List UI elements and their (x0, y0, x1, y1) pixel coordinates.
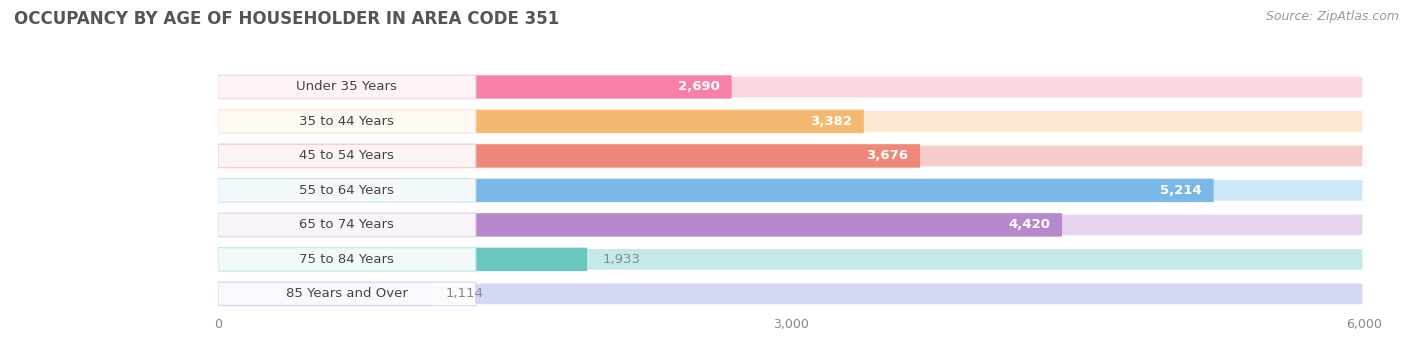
Text: 75 to 84 Years: 75 to 84 Years (299, 253, 394, 266)
FancyBboxPatch shape (218, 75, 731, 99)
Text: 4,420: 4,420 (1008, 218, 1050, 232)
FancyBboxPatch shape (218, 144, 1364, 168)
Text: 5,214: 5,214 (1160, 184, 1202, 197)
Text: 65 to 74 Years: 65 to 74 Years (299, 218, 394, 232)
FancyBboxPatch shape (218, 213, 475, 237)
FancyBboxPatch shape (218, 75, 1364, 99)
FancyBboxPatch shape (218, 213, 1364, 237)
FancyBboxPatch shape (218, 282, 475, 306)
Text: 3,676: 3,676 (866, 149, 908, 163)
FancyBboxPatch shape (218, 179, 1213, 202)
Text: 85 Years and Over: 85 Years and Over (285, 287, 408, 300)
FancyBboxPatch shape (218, 75, 475, 99)
FancyBboxPatch shape (218, 213, 1062, 237)
Text: 1,114: 1,114 (446, 287, 484, 300)
Text: 35 to 44 Years: 35 to 44 Years (299, 115, 394, 128)
Text: OCCUPANCY BY AGE OF HOUSEHOLDER IN AREA CODE 351: OCCUPANCY BY AGE OF HOUSEHOLDER IN AREA … (14, 10, 560, 28)
Text: 45 to 54 Years: 45 to 54 Years (299, 149, 394, 163)
Text: 55 to 64 Years: 55 to 64 Years (299, 184, 394, 197)
FancyBboxPatch shape (218, 179, 475, 202)
FancyBboxPatch shape (218, 282, 1364, 306)
FancyBboxPatch shape (218, 179, 1364, 202)
Text: Source: ZipAtlas.com: Source: ZipAtlas.com (1265, 10, 1399, 23)
FancyBboxPatch shape (218, 110, 863, 133)
FancyBboxPatch shape (218, 110, 475, 133)
FancyBboxPatch shape (218, 110, 1364, 133)
FancyBboxPatch shape (218, 248, 475, 271)
FancyBboxPatch shape (218, 144, 920, 168)
FancyBboxPatch shape (218, 144, 475, 168)
FancyBboxPatch shape (218, 282, 430, 306)
FancyBboxPatch shape (218, 248, 588, 271)
Text: 3,382: 3,382 (810, 115, 852, 128)
FancyBboxPatch shape (218, 248, 1364, 271)
Text: 2,690: 2,690 (678, 81, 720, 94)
Text: 1,933: 1,933 (602, 253, 640, 266)
Text: Under 35 Years: Under 35 Years (297, 81, 398, 94)
